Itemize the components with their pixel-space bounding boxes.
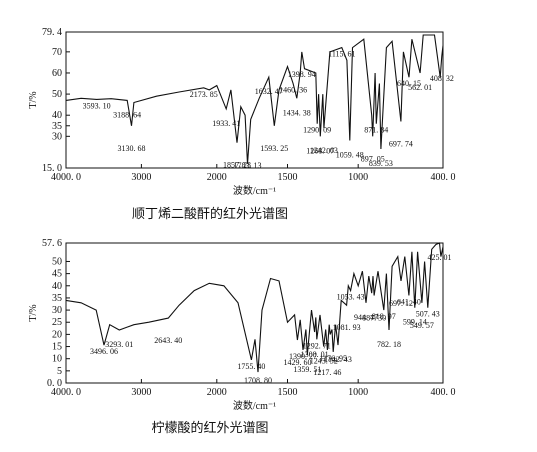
x-tick-label: 4000. 0 <box>51 387 81 398</box>
peak-label: 897. 05 <box>361 154 385 163</box>
x-tick-label: 3000 <box>131 387 151 398</box>
y-tick-label: 15. 0 <box>42 163 62 174</box>
y-tick-label: 40 <box>52 110 62 121</box>
peak-label: 1708. 80 <box>244 376 272 385</box>
peak-label: 425. 01 <box>427 253 451 262</box>
peak-label: 1308. 01 <box>301 350 329 359</box>
peak-label: 697. 12 <box>389 299 413 308</box>
peak-label: 3293. 01 <box>105 340 133 349</box>
peak-label: 1857. 23 <box>223 161 251 170</box>
peak-label: 1290. 09 <box>303 126 331 135</box>
peak-label: 1359. 51 <box>293 365 321 374</box>
peak-label: 3130. 68 <box>118 144 146 153</box>
y-tick-label: 79. 4 <box>42 27 62 38</box>
peak-label: 640. 15 <box>397 79 421 88</box>
peak-label: 507. 43 <box>416 310 440 319</box>
peak-label: 818. 97 <box>372 312 396 321</box>
peak-label: 871. 84 <box>364 126 388 135</box>
peak-label: 1115. 61 <box>328 50 355 59</box>
x-tick-label: 1000 <box>348 387 368 398</box>
y-tick-label: 45 <box>52 269 62 280</box>
y-tick-label: 70 <box>52 47 62 58</box>
spectrum-line <box>65 34 444 164</box>
peak-label: 887. 30 <box>362 314 386 323</box>
peak-label: 782. 18 <box>377 340 401 349</box>
peak-label: 1933. 41 <box>212 119 240 128</box>
peak-label: 697. 74 <box>389 140 413 149</box>
peak-label: 599. 14 <box>403 318 427 327</box>
peak-label: 1217. 46 <box>313 368 341 377</box>
y-axis-label: T/% <box>28 91 39 108</box>
y-tick-label: 60 <box>52 68 62 79</box>
y-tick-label: 0. 0 <box>47 378 62 389</box>
peak-label: 1632. 47 <box>255 87 283 96</box>
y-axis-label: T/% <box>28 304 39 321</box>
peak-label: 1390. 27 <box>289 352 317 361</box>
x-tick-label: 400. 0 <box>431 172 456 183</box>
peak-label: 2173. 85 <box>190 90 218 99</box>
y-tick-label: 30 <box>52 305 62 316</box>
y-tick-label: 57. 6 <box>42 238 62 249</box>
spectrum-line <box>65 242 444 373</box>
y-tick-label: 40 <box>52 281 62 292</box>
peak-label: 1142. 43 <box>324 355 352 364</box>
plot-frame <box>65 242 444 384</box>
y-tick-label: 50 <box>52 256 62 267</box>
y-tick-label: 35 <box>52 293 62 304</box>
peak-label: 2643. 40 <box>154 336 182 345</box>
x-tick-label: 4000. 0 <box>51 172 81 183</box>
x-tick-label: 2000 <box>207 387 227 398</box>
x-axis-label: 波数/cm⁻¹ <box>233 184 276 197</box>
x-tick-label: 3000 <box>131 172 151 183</box>
peak-label: 1081. 93 <box>333 323 361 332</box>
peak-label: 3593. 10 <box>83 101 111 110</box>
peak-label: 1434. 38 <box>283 108 311 117</box>
peak-label: 641. 40 <box>397 298 421 307</box>
peak-label: 1053. 43 <box>337 293 365 302</box>
peak-label: 1243. 52 <box>310 357 338 366</box>
x-axis-label: 波数/cm⁻¹ <box>233 399 276 412</box>
peak-label: 1242. 63 <box>310 146 338 155</box>
peak-label: 3496. 06 <box>90 347 118 356</box>
y-tick-label: 5 <box>57 366 62 377</box>
y-tick-label: 20 <box>52 329 62 340</box>
x-tick-label: 1500 <box>277 172 297 183</box>
peak-label: 408. 32 <box>430 74 454 83</box>
x-tick-label: 1000 <box>348 172 368 183</box>
peak-label: 3188. 64 <box>113 110 141 119</box>
peak-label: 1593. 25 <box>260 144 288 153</box>
peak-label: 1755. 40 <box>237 362 265 371</box>
peak-label: 1460. 36 <box>279 86 307 95</box>
x-tick-label: 2000 <box>207 172 227 183</box>
peak-label: 1429. 60 <box>283 358 311 367</box>
chart-title: 顺丁烯二酸酐的红外光谱图 <box>132 206 288 222</box>
x-tick-label: 1500 <box>277 387 297 398</box>
peak-label: 1059. 48 <box>336 151 364 160</box>
chart-title: 柠檬酸的红外光谱图 <box>151 420 268 436</box>
peak-label: 562. 01 <box>408 83 432 92</box>
y-tick-label: 15 <box>52 342 62 353</box>
y-tick-label: 30 <box>52 131 62 142</box>
y-tick-label: 25 <box>52 317 62 328</box>
peak-label: 1398. 94 <box>288 70 316 79</box>
peak-label: 1292. 71 <box>303 341 331 350</box>
peak-label: 1783. 13 <box>233 161 261 170</box>
peak-label: 1268. 07 <box>306 146 334 155</box>
peak-label: 549. 57 <box>410 321 434 330</box>
peak-label: 1176. 95 <box>319 354 347 363</box>
y-tick-label: 50 <box>52 89 62 100</box>
peak-label: 839. 53 <box>369 159 393 168</box>
y-tick-label: 35 <box>52 121 62 132</box>
x-tick-label: 400. 0 <box>431 387 456 398</box>
y-tick-label: 10 <box>52 354 62 365</box>
peak-label: 944. 47 <box>354 313 378 322</box>
